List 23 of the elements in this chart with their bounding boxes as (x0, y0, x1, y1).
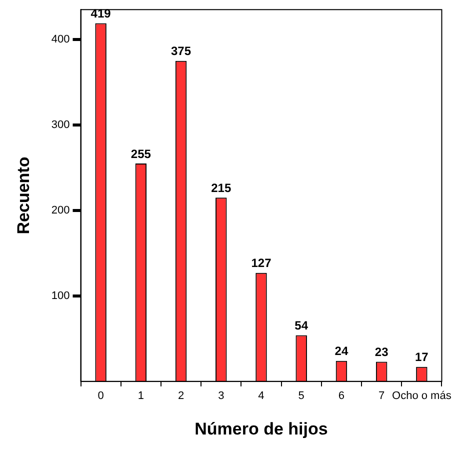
y-tick-label: 200 (51, 204, 70, 216)
y-tick-label: 300 (51, 119, 70, 132)
data-label: 375 (171, 44, 192, 58)
x-tick-label: Ocho o más (392, 390, 452, 402)
data-label: 23 (374, 345, 389, 360)
data-label: 127 (251, 256, 272, 270)
data-label: 17 (415, 350, 429, 364)
x-axis-title: Número de hijos (194, 419, 328, 438)
x-tick-label: 3 (218, 390, 224, 402)
x-tick-label: 2 (178, 390, 184, 402)
x-tick-label: 4 (258, 390, 264, 402)
data-label: 24 (334, 344, 348, 358)
y-axis-title: Recuento (14, 156, 33, 234)
x-tick-label: 7 (378, 390, 385, 402)
data-label: 54 (294, 318, 308, 333)
data-label: 255 (130, 146, 152, 161)
data-label: 215 (211, 180, 232, 195)
y-tick-label: 100 (51, 290, 70, 302)
x-tick-label: 1 (138, 390, 144, 402)
y-tick-label: 400 (51, 34, 70, 46)
x-tick-label: 6 (338, 390, 345, 402)
x-tick-label: 0 (98, 390, 104, 402)
x-tick-label: 5 (298, 390, 304, 402)
